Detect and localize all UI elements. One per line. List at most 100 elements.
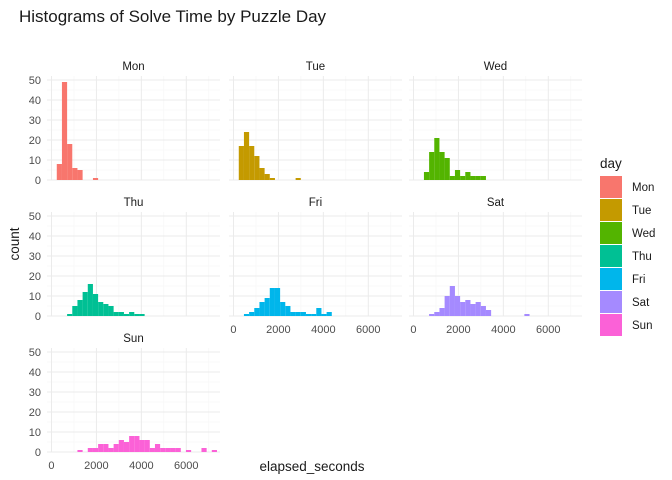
histogram-bar [185,450,192,452]
histogram-bar [113,444,119,452]
histogram-bar [98,444,104,452]
histogram-bar [280,302,286,316]
histogram-bar [67,314,73,316]
legend-item-thu: Thu [600,245,652,267]
facet-panel-wed: Wed [409,61,582,181]
histogram-bar [429,152,435,180]
histogram-bar [295,178,301,180]
histogram-bar [113,312,119,316]
histogram-bar [269,178,275,180]
histogram-bar [290,312,296,316]
y-tick-label: 40 [29,367,41,379]
histogram-bar [118,312,124,316]
histogram-bar [264,174,270,180]
legend-key [600,176,622,198]
histogram-bar [92,178,99,180]
legend-label: Sat [632,297,650,309]
histogram-bar [129,436,135,452]
histogram-bar [243,314,250,316]
x-tick-label: 4000 [311,324,335,336]
y-tick-label: 30 [29,251,41,263]
legend-item-fri: Fri [600,268,645,290]
histogram-bar [254,156,260,180]
histogram-bar [254,308,260,316]
histogram-bar [475,302,481,316]
legend-key [600,245,622,267]
facet-panels: Mon 0 10 20 30 40 50 Tue Wed Thu 0 10 20 30 40 50 Fri 0 20… [29,61,582,472]
legend-label: Tue [632,205,651,217]
histogram-bar [165,448,171,452]
x-tick-label: 4000 [491,324,515,336]
facet-label: Sun [123,333,143,345]
histogram-bar [259,168,265,180]
histogram-bar [475,176,481,180]
x-tick-label: 0 [48,460,54,472]
x-tick-label: 4000 [129,460,153,472]
y-tick-label: 20 [29,407,41,419]
legend-label: Thu [632,251,652,263]
histogram-bar [160,448,166,452]
y-tick-label: 30 [29,387,41,399]
histogram-bar [434,312,440,316]
y-tick-label: 10 [29,291,41,303]
histogram-bar [134,436,140,452]
histogram-bar [108,448,114,452]
facet-panel-thu: Thu 0 10 20 30 40 50 [29,197,220,323]
y-tick-label: 10 [29,155,41,167]
legend-item-wed: Wed [600,222,655,244]
x-tick-label: 2000 [84,460,108,472]
histogram-bar [444,296,450,316]
y-tick-label: 50 [29,211,41,223]
histogram-bar [444,158,450,180]
histogram-bar [249,312,255,316]
histogram-bar [77,450,83,452]
histogram-bar [465,172,471,180]
y-tick-label: 20 [29,271,41,283]
histogram-bar [300,312,306,316]
facet-panel-mon: Mon 0 10 20 30 40 50 [29,61,220,187]
histogram-bar [311,314,317,316]
histogram-bar [429,314,435,316]
histogram-bar [460,176,466,180]
y-tick-label: 50 [29,347,41,359]
facet-label: Sat [487,197,505,209]
legend-item-tue: Tue [600,199,651,221]
facet-label: Wed [484,61,507,73]
histogram-bar [77,300,83,316]
histogram-bar [123,314,130,316]
histogram-bar [423,172,430,180]
histogram-bar [285,306,291,316]
histogram-bar [434,138,440,180]
histogram-bar [470,176,476,180]
histogram-bar [72,306,78,316]
histogram-bar [139,440,145,452]
histogram-bar [129,312,135,316]
histogram-bar [449,286,455,316]
legend-item-sat: Sat [600,291,650,313]
histogram-bar [524,314,530,316]
histogram-bar [211,450,217,452]
histogram-bar [98,302,104,316]
histogram-bar [144,440,150,452]
x-tick-label: 6000 [174,460,198,472]
histogram-bar [460,302,466,316]
histogram-bar [439,152,445,180]
histogram-bar [92,294,99,316]
histogram-bar [316,308,322,316]
facet-label: Thu [124,197,144,209]
y-tick-label: 10 [29,427,41,439]
facet-label: Mon [122,61,144,73]
histogram-bar [439,308,445,316]
histogram-bar [87,448,93,452]
histogram-bar [305,314,312,316]
histogram-bar [103,444,109,452]
histogram-bar [295,312,301,316]
histogram-bar [326,312,332,316]
legend-label: Mon [632,182,654,194]
histogram-bar [56,164,62,180]
legend-key [600,199,622,221]
facet-panel-fri: Fri 0 2000 4000 6000 [229,197,402,336]
chart-title: Histograms of Solve Time by Puzzle Day [19,7,327,26]
histogram-bar [321,314,327,316]
histogram-bar [72,168,78,180]
